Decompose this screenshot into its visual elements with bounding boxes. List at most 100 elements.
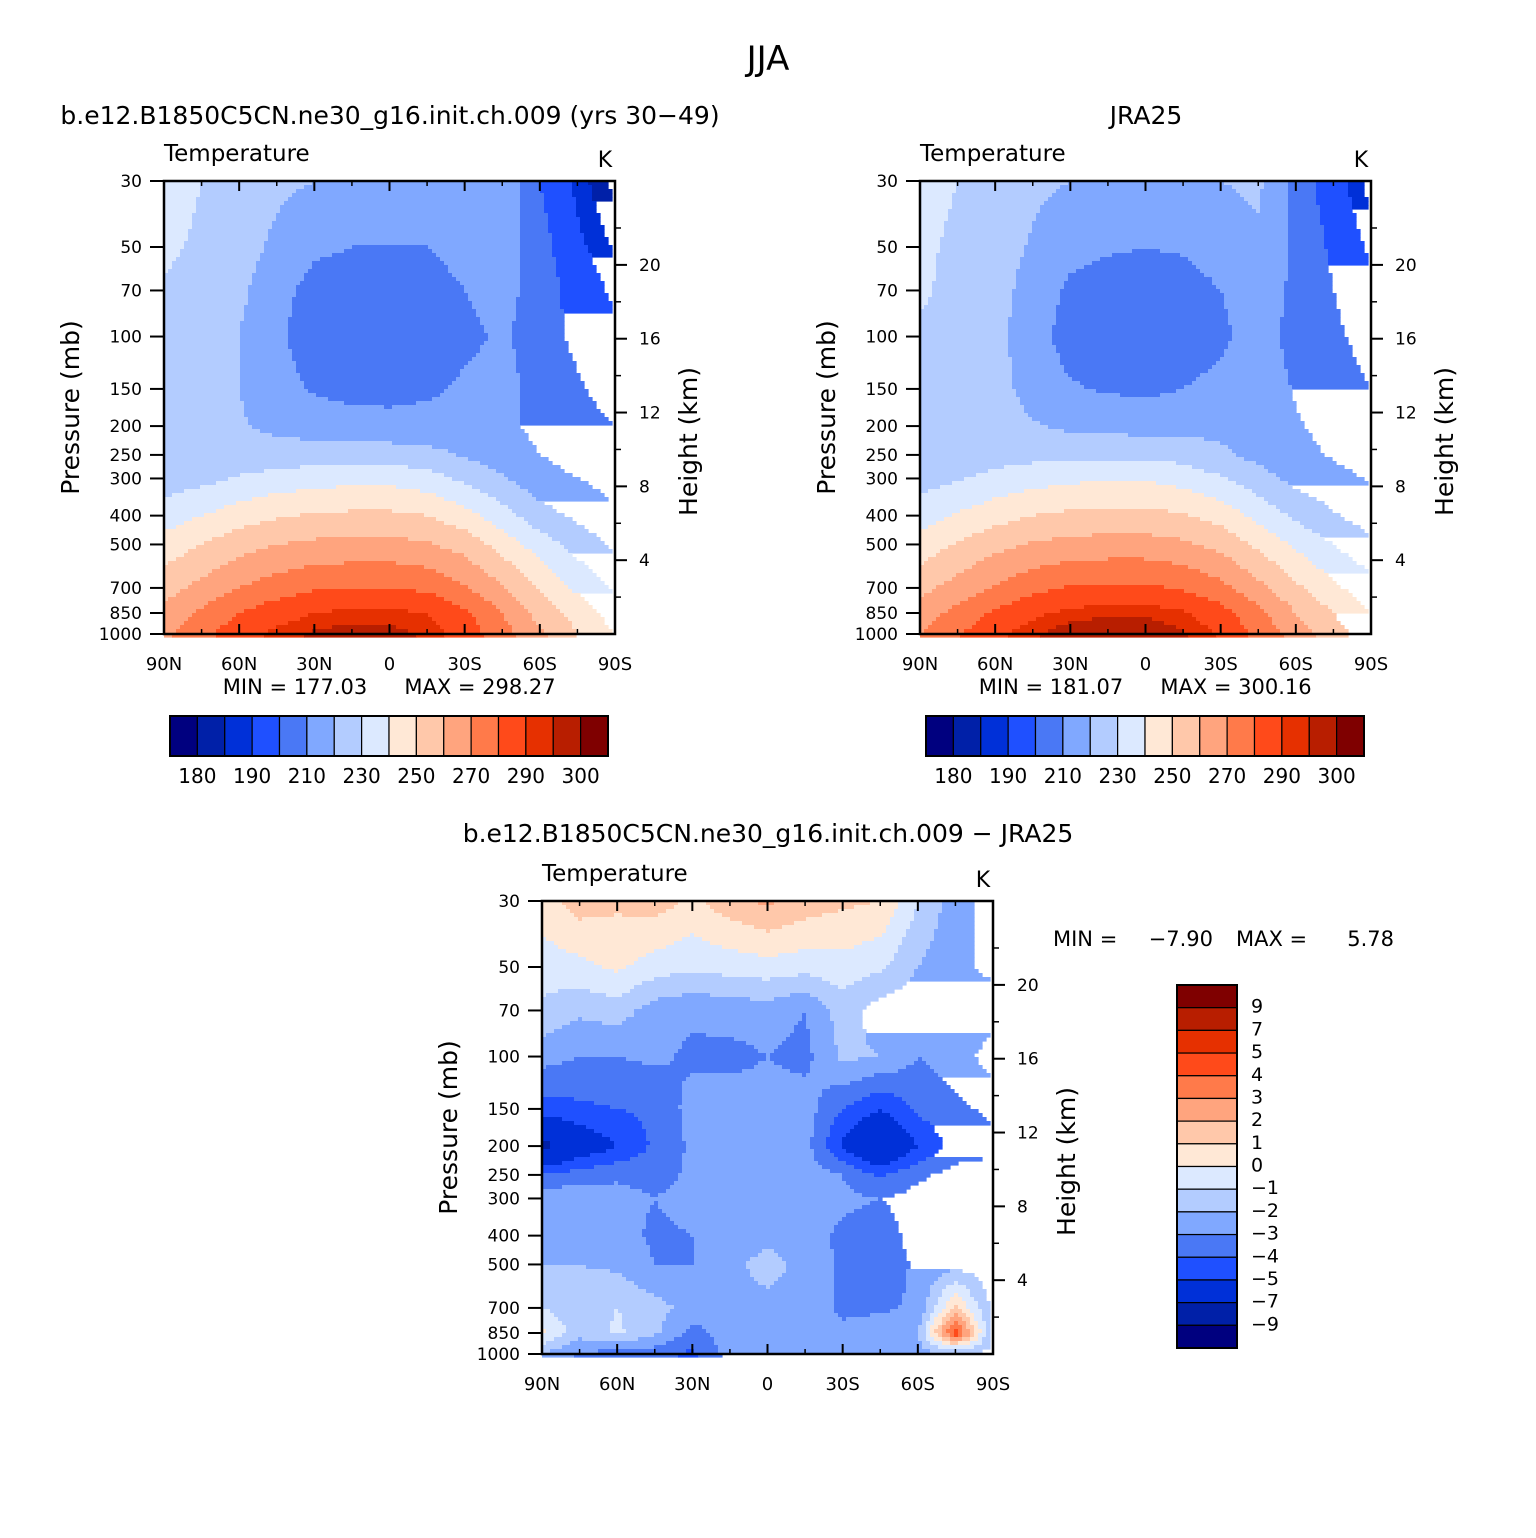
contour-cell (834, 1269, 907, 1274)
contour-cell (1012, 357, 1061, 362)
contour-cell (906, 1281, 935, 1286)
contour-cell (1232, 585, 1269, 590)
contour-cell (516, 565, 549, 570)
contour-cell (862, 1169, 899, 1174)
contour-cell (918, 901, 943, 906)
contour-cell (396, 561, 473, 566)
contour-cell (614, 1313, 623, 1318)
contour-cell (1312, 529, 1365, 534)
contour-cell (842, 1145, 919, 1150)
contour-cell (674, 1053, 767, 1058)
contour-cell (614, 1141, 651, 1146)
contour-cell (1316, 193, 1349, 198)
contour-cell (1052, 337, 1233, 342)
contour-cell (956, 573, 1017, 578)
contour-cell (870, 1313, 923, 1318)
contour-cell (542, 1309, 551, 1314)
x-tick-label: 30S (825, 1374, 859, 1395)
contour-cell (894, 953, 927, 958)
contour-cell (1228, 321, 1281, 326)
contour-cell (926, 1301, 939, 1306)
contour-cell (960, 509, 1065, 514)
contour-cell (1316, 185, 1349, 190)
contour-cell (308, 613, 429, 618)
contour-cell (830, 1129, 851, 1134)
contour-cell (622, 1321, 663, 1326)
contour-cell (956, 189, 1057, 194)
contour-cell (1240, 617, 1273, 622)
contour-cell (542, 1073, 691, 1078)
contour-cell (472, 589, 509, 594)
max-value: MAX = 300.16 (1160, 675, 1311, 699)
contour-cell (542, 1117, 563, 1122)
contour-cell (164, 613, 193, 618)
contour-cell (1280, 333, 1345, 338)
contour-cell (1192, 465, 1265, 470)
contour-cell (1288, 229, 1325, 234)
contour-cell (834, 1281, 907, 1286)
contour-cell (626, 1329, 663, 1334)
contour-cell (1276, 625, 1309, 630)
contour-cell (1288, 181, 1317, 186)
contour-cell (542, 1157, 575, 1162)
contour-cell (1228, 477, 1281, 482)
contour-cell (662, 1321, 923, 1326)
contour-cell (918, 1337, 927, 1342)
contour-cell (240, 353, 293, 358)
x-tick-label: 60N (977, 654, 1013, 675)
colorbar-label: 180 (934, 764, 972, 788)
contour-cell (472, 533, 509, 538)
contour-cell (544, 209, 577, 214)
contour-cell (1252, 545, 1293, 550)
contour-cell (920, 265, 937, 270)
contour-cell (542, 933, 691, 938)
contour-cell (1316, 633, 1349, 638)
y-tick-label: 70 (498, 1001, 520, 1021)
contour-cell (1012, 369, 1065, 374)
contour-cell (928, 557, 985, 562)
contour-cell (838, 1221, 899, 1226)
contour-cell (1244, 593, 1277, 598)
contour-cell (626, 1109, 683, 1114)
contour-cell (830, 1241, 903, 1246)
contour-cell (846, 1317, 923, 1322)
contour-cell (758, 1253, 779, 1258)
y-tick-label: 200 (110, 417, 142, 437)
contour-cell (408, 629, 445, 634)
contour-cell (634, 1013, 803, 1018)
colorbar-swatch (952, 715, 982, 757)
contour-cell (552, 253, 593, 258)
contour-cell (520, 289, 561, 294)
min-label: MIN = (1053, 927, 1117, 951)
contour-cell (408, 465, 489, 470)
contour-cell (164, 529, 233, 534)
contour-cell (942, 1333, 951, 1338)
contour-cell (164, 485, 201, 490)
contour-cell (332, 253, 437, 258)
y-tick-label: 30 (876, 172, 898, 192)
contour-cell (512, 337, 565, 342)
contour-cell (920, 201, 953, 206)
contour-cell (452, 549, 497, 554)
contour-field (920, 181, 1369, 638)
contour-cell (1008, 325, 1053, 330)
contour-cell (714, 1341, 923, 1346)
contour-cell (920, 633, 961, 638)
contour-cell (920, 621, 933, 626)
contour-cell (862, 977, 911, 982)
contour-cell (516, 537, 553, 542)
contour-cell (642, 1061, 671, 1066)
contour-cell (572, 185, 593, 190)
contour-cell (978, 1301, 991, 1306)
contour-cell (520, 225, 549, 230)
contour-cell (590, 1153, 639, 1158)
min-value: −7.90 (1149, 927, 1213, 951)
contour-cell (874, 937, 903, 942)
contour-cell (224, 593, 297, 598)
contour-cell (822, 1001, 871, 1006)
contour-cell (276, 625, 333, 630)
x-tick-label: 30S (447, 654, 481, 675)
contour-cell (926, 1297, 939, 1302)
contour-cell (1024, 409, 1297, 414)
contour-cell (1352, 201, 1369, 206)
